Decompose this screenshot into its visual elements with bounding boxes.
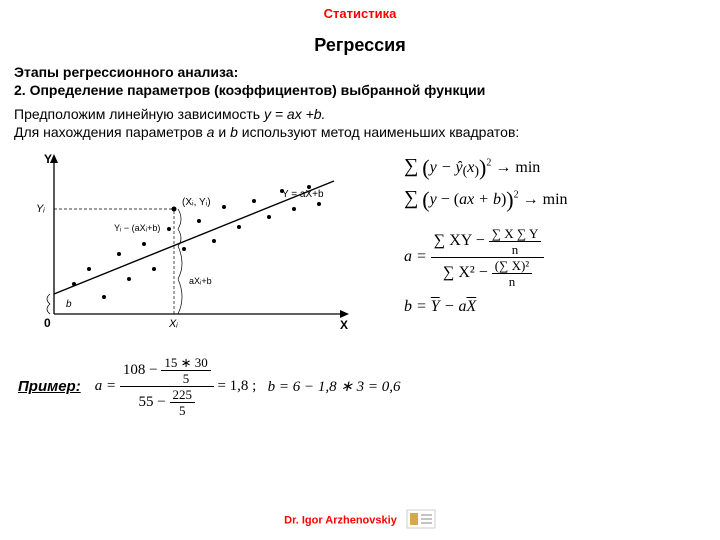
- assume-post2: используют метод наименьших квадратов:: [238, 124, 519, 140]
- intro-block: Этапы регрессионного анализа: 2. Определ…: [14, 64, 706, 99]
- footer: Dr. Igor Arzhenovskiy: [0, 509, 720, 532]
- ex-b-eq: b = 6 − 1,8 ∗ 3 = 0,6: [268, 377, 401, 396]
- assume-pre: Предположим линейную зависимость: [14, 106, 264, 122]
- ex-a-den-rn: 225: [170, 388, 196, 403]
- equations: ∑ (y − ŷ(x))2 → min ∑ (y − (ax + b))2 → …: [404, 149, 568, 344]
- x-axis-label: X: [340, 318, 348, 332]
- a-num-r-den: n: [489, 242, 542, 256]
- page-title: Регрессия: [0, 35, 720, 56]
- assume-b: b: [230, 124, 238, 140]
- a-num-l: ∑ XY −: [434, 233, 485, 250]
- eq-a: a = ∑ XY − ∑ X ∑ Y n ∑ X² − (∑ X)² n: [404, 227, 568, 288]
- eq-min1: ∑ (y − ŷ(x))2 → min: [404, 155, 568, 181]
- ex-a-den-l: 55 −: [139, 394, 166, 410]
- ex-a-num-rd: 5: [161, 371, 210, 385]
- chart: Y X 0 b Xᵢ Yᵢ (Xᵢ, Yᵢ) Y = aX+b Yᵢ − (aX…: [14, 149, 364, 344]
- line-eq-label: Y = aX+b: [282, 189, 324, 200]
- a-den-r-num: (∑ X)²: [492, 259, 532, 274]
- a-den-r-den: n: [492, 274, 532, 288]
- b-label: b: [66, 299, 72, 310]
- assume-block: Предположим линейную зависимость y = ax …: [14, 105, 706, 141]
- assume-eq: y = ax +b.: [264, 106, 325, 122]
- ex-a-num-rn: 15 ∗ 30: [161, 356, 210, 371]
- resid-label: Yᵢ − (aXᵢ+b): [114, 223, 160, 233]
- point-label: (Xᵢ, Yᵢ): [182, 197, 211, 208]
- axb-label: aXᵢ+b: [189, 276, 212, 286]
- author: Dr. Igor Arzhenovskiy: [284, 514, 397, 526]
- example-label: Пример:: [18, 378, 81, 395]
- logo-icon: [406, 509, 436, 532]
- origin-label: 0: [44, 316, 51, 330]
- y-axis-label: Y: [44, 152, 52, 166]
- intro-line1: Этапы регрессионного анализа:: [14, 64, 238, 80]
- eq-b: b = Y − aX: [404, 298, 568, 316]
- a-lhs: a =: [404, 249, 427, 266]
- a-num-r-num: ∑ X ∑ Y: [489, 227, 542, 242]
- ex-a-res: = 1,8 ;: [217, 378, 256, 395]
- assume-post1: Для нахождения параметров: [14, 124, 207, 140]
- scatter-chart: Y X 0 b Xᵢ Yᵢ (Xᵢ, Yᵢ) Y = aX+b Yᵢ − (aX…: [14, 149, 364, 339]
- xi-label: Xᵢ: [168, 318, 178, 330]
- assume-mid: и: [214, 124, 230, 140]
- example-row: Пример: a = 108 − 15 ∗ 30 5 55 − 225 5 =…: [18, 356, 720, 417]
- ex-a-pre: a =: [95, 378, 116, 395]
- eq-min2: ∑ (y − (ax + b))2 → min: [404, 187, 568, 213]
- intro-line2: 2. Определение параметров (коэффициентов…: [14, 82, 485, 98]
- header: Статистика: [0, 0, 720, 21]
- ex-a-den-rd: 5: [170, 403, 196, 417]
- ex-a-num-l: 108 −: [123, 362, 158, 378]
- a-den-l: ∑ X² −: [443, 265, 488, 282]
- figure-area: Y X 0 b Xᵢ Yᵢ (Xᵢ, Yᵢ) Y = aX+b Yᵢ − (aX…: [14, 149, 720, 344]
- yi-label: Yᵢ: [36, 203, 45, 215]
